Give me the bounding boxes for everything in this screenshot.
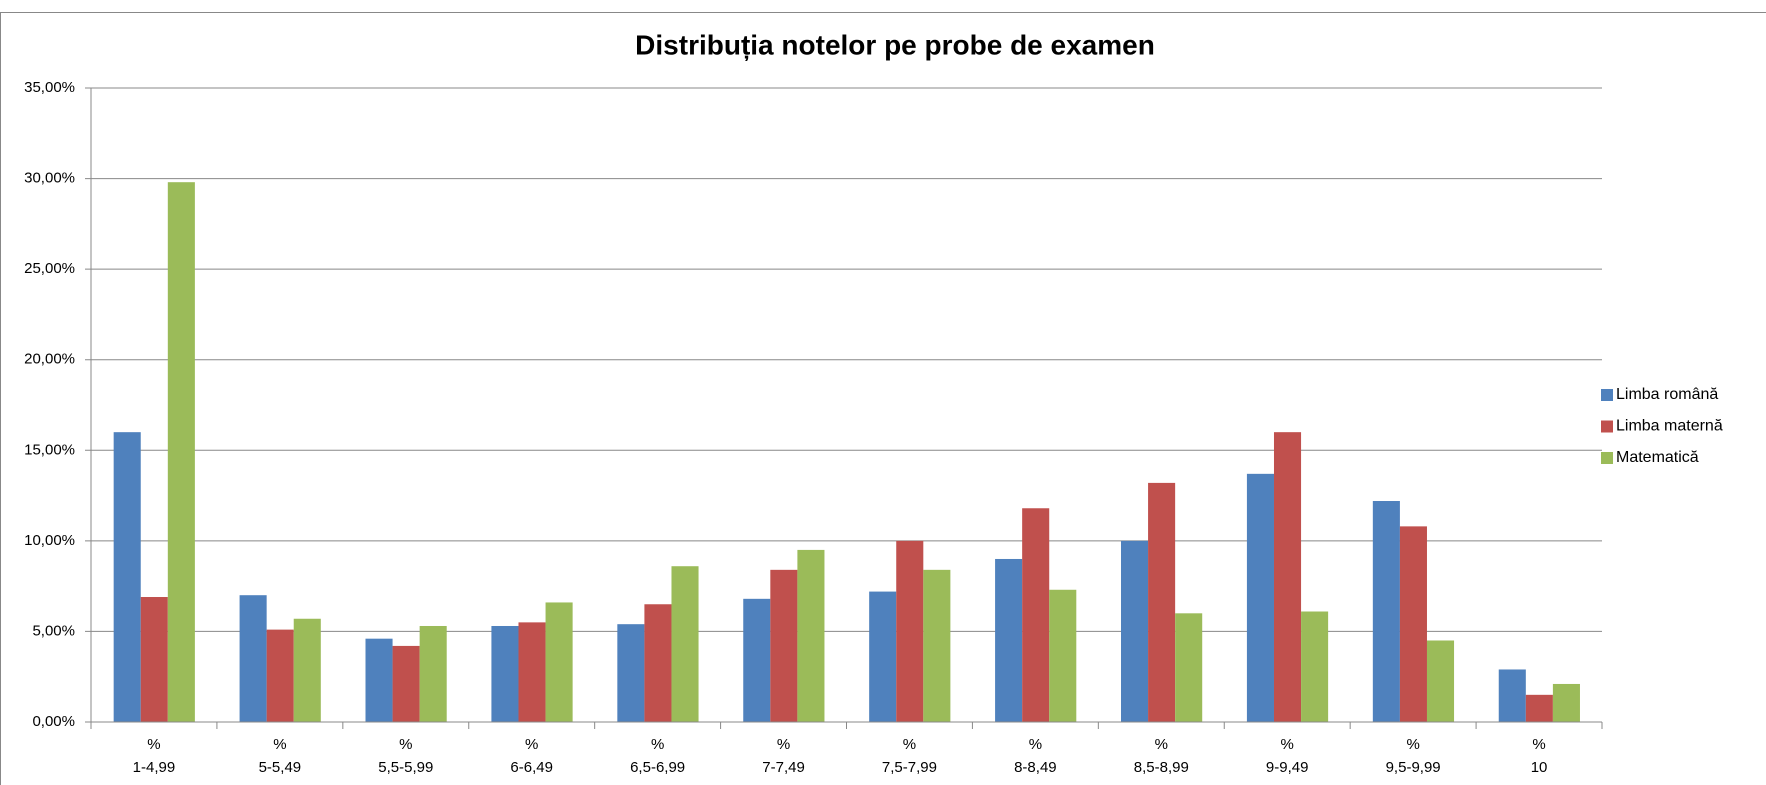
- legend-label: Matematică: [1616, 449, 1699, 466]
- bar: [1148, 482, 1176, 722]
- x-tick-label: 5,5-5,99: [378, 759, 433, 776]
- x-tick-label: %: [399, 736, 412, 753]
- bar: [113, 432, 141, 722]
- bar: [1372, 501, 1400, 722]
- bar: [419, 625, 447, 722]
- bar: [140, 597, 168, 722]
- x-tick-label: %: [1155, 736, 1168, 753]
- bar: [617, 624, 645, 722]
- x-tick-label: %: [1406, 736, 1419, 753]
- y-tick-label: 30,00%: [24, 170, 75, 187]
- bar: [167, 182, 195, 723]
- bar: [671, 566, 699, 722]
- bar: [869, 591, 897, 722]
- x-tick-label: 9-9,49: [1266, 759, 1309, 776]
- legend-label: Limba română: [1616, 386, 1718, 403]
- bar: [1301, 611, 1329, 722]
- x-tick-label: %: [903, 736, 916, 753]
- x-tick-label: %: [147, 736, 160, 753]
- bar: [923, 569, 951, 722]
- bar: [1022, 508, 1050, 722]
- x-tick-label: 6-6,49: [510, 759, 553, 776]
- bar: [1273, 432, 1302, 722]
- bar: [1399, 526, 1427, 722]
- bar: [365, 638, 393, 722]
- x-tick-label: %: [1029, 736, 1042, 753]
- y-tick-label: 0,00%: [32, 713, 75, 730]
- bar: [743, 598, 771, 722]
- y-tick-label: 5,00%: [32, 622, 75, 639]
- bar: [293, 618, 321, 722]
- bar: [1049, 589, 1077, 722]
- bar: [239, 595, 267, 722]
- bar: [1120, 540, 1149, 722]
- x-tick-label: %: [273, 736, 286, 753]
- y-tick-label: 35,00%: [24, 79, 75, 96]
- x-tick-label: 6,5-6,99: [630, 759, 685, 776]
- bar: [1498, 669, 1526, 722]
- x-tick-label: 8-8,49: [1014, 759, 1057, 776]
- bar: [518, 622, 546, 722]
- y-tick-label: 20,00%: [24, 351, 75, 368]
- bar: [266, 629, 294, 722]
- x-tick-label: %: [1532, 736, 1545, 753]
- legend-swatch: [1601, 389, 1613, 401]
- bar: [392, 645, 420, 722]
- bar: [797, 549, 825, 722]
- x-tick-label: 8,5-8,99: [1134, 759, 1189, 776]
- bar: [995, 558, 1023, 722]
- x-tick-label: 10: [1531, 759, 1548, 776]
- legend-swatch: [1601, 420, 1613, 433]
- bar: [770, 569, 798, 722]
- y-tick-label: 25,00%: [24, 260, 75, 277]
- y-tick-label: 10,00%: [24, 532, 75, 549]
- x-tick-label: %: [1281, 736, 1294, 753]
- bar: [644, 604, 672, 722]
- bar: [1246, 473, 1274, 722]
- chart-title: Distribuția notelor pe probe de examen: [635, 29, 1155, 60]
- x-tick-label: 7,5-7,99: [882, 759, 937, 776]
- x-tick-label: %: [525, 736, 538, 753]
- bar: [545, 602, 573, 722]
- x-tick-label: %: [777, 736, 790, 753]
- bar: [1552, 683, 1580, 722]
- legend-label: Limba maternă: [1616, 418, 1723, 435]
- bar: [1426, 640, 1455, 722]
- bar: [491, 625, 519, 722]
- x-tick-label: %: [651, 736, 664, 753]
- x-tick-label: 1-4,99: [133, 759, 176, 776]
- bar: [1175, 613, 1203, 722]
- y-tick-label: 15,00%: [24, 441, 75, 458]
- x-tick-label: 7-7,49: [762, 759, 805, 776]
- x-tick-label: 5-5,49: [259, 759, 302, 776]
- legend-swatch: [1601, 452, 1613, 464]
- bar: [1525, 694, 1553, 722]
- chart-frame: [0, 12, 1766, 785]
- bar: [896, 540, 924, 722]
- x-tick-label: 9,5-9,99: [1386, 759, 1441, 776]
